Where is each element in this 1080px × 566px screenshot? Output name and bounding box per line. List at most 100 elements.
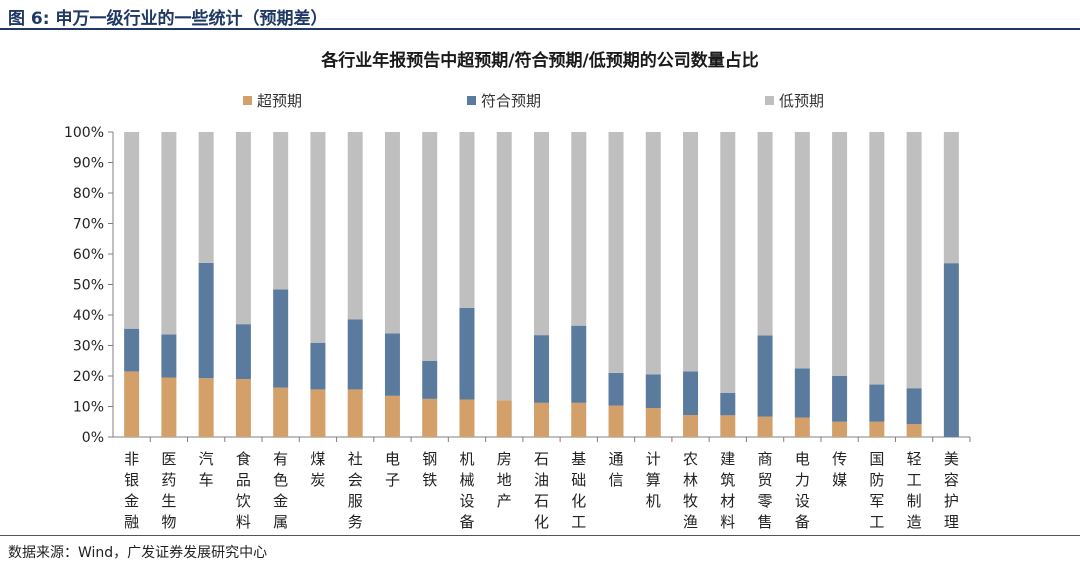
bar-segment — [720, 392, 736, 416]
x-category-label: 煤炭 — [310, 450, 325, 489]
bar-segment — [534, 335, 549, 403]
x-category-label: 钢铁 — [422, 450, 437, 489]
bar-segment — [683, 415, 699, 437]
bar-segment — [459, 132, 475, 308]
bar-segment — [534, 132, 549, 336]
bar-segment — [608, 132, 624, 373]
bar-segment — [645, 132, 661, 375]
bar-segment — [422, 360, 438, 399]
legend-label: 超预期 — [257, 92, 302, 110]
y-tick-label: 70% — [73, 217, 104, 233]
bar-segment — [161, 132, 177, 335]
bar-segment — [496, 132, 512, 401]
y-tick-label: 100% — [64, 125, 104, 141]
x-category-label: 商贸零售 — [758, 450, 773, 531]
bar-segment — [347, 389, 363, 437]
bar-segment — [794, 417, 810, 437]
y-tick-label: 10% — [73, 400, 104, 416]
bar-segment — [422, 132, 438, 361]
bar-segment — [720, 415, 736, 437]
x-category-label: 计算机 — [646, 450, 661, 510]
y-tick-label: 0% — [82, 430, 104, 446]
legend-label: 符合预期 — [481, 92, 541, 110]
y-tick-label: 60% — [73, 247, 104, 263]
bar-segment — [347, 319, 363, 390]
x-category-label: 电力设备 — [795, 450, 810, 531]
y-tick-label: 90% — [73, 156, 104, 172]
bars — [124, 132, 959, 438]
source-note: 数据来源：Wind，广发证券发展研究中心 — [8, 545, 268, 561]
bar-segment — [869, 384, 885, 422]
bar-segment — [310, 132, 326, 343]
x-category-label: 美容护理 — [944, 450, 959, 531]
bar-segment — [273, 387, 289, 437]
x-category-label: 汽车 — [199, 450, 214, 489]
figure-caption: 图 6: 申万一级行业的一些统计（预期差） — [8, 9, 328, 29]
bar-segment — [832, 376, 848, 422]
x-category-label: 医药生物 — [161, 450, 176, 531]
bar-segment — [906, 132, 922, 389]
bar-segment — [384, 333, 400, 396]
bar-segment — [757, 335, 773, 417]
bar-segment — [869, 132, 885, 385]
bar-segment — [161, 377, 177, 437]
bar-segment — [869, 421, 885, 437]
chart-title: 各行业年报预告中超预期/符合预期/低预期的公司数量占比 — [320, 50, 758, 71]
bar-segment — [273, 132, 289, 290]
y-tick-label: 40% — [73, 308, 104, 324]
bar-segment — [794, 368, 810, 418]
bar-segment — [124, 132, 140, 329]
x-category-label: 农林牧渔 — [683, 450, 698, 531]
bottom-rule — [0, 535, 1080, 536]
legend-swatch — [243, 96, 252, 105]
bar-segment — [273, 289, 289, 388]
bar-segment — [198, 132, 214, 263]
x-category-label: 轻工制造 — [907, 450, 922, 531]
bar-segment — [347, 132, 363, 320]
x-category-label: 机械设备 — [459, 450, 474, 531]
top-rule — [0, 28, 1080, 30]
x-category-label: 通信 — [609, 450, 624, 489]
bar-segment — [384, 132, 400, 334]
bar-segment — [459, 307, 475, 400]
legend-swatch — [765, 96, 774, 105]
x-category-label: 食品饮料 — [236, 450, 251, 531]
bar-segment — [608, 405, 624, 437]
bar-segment — [794, 132, 810, 369]
bar-segment — [571, 325, 587, 403]
legend: 超预期 符合预期 低预期 — [243, 92, 824, 110]
bar-segment — [235, 379, 251, 437]
bar-segment — [720, 132, 736, 393]
x-category-label: 电子 — [385, 450, 400, 489]
bar-segment — [683, 371, 699, 416]
x-category-label: 非银金融 — [124, 450, 139, 531]
bar-segment — [459, 399, 475, 437]
x-category-label: 基础化工 — [571, 450, 586, 531]
bar-segment — [310, 342, 326, 390]
axes: 0% 10% 20% 30% 40% 50% 60% 70% 80% 90% 100% — [64, 125, 971, 446]
bar-segment — [310, 389, 326, 437]
bar-segment — [124, 371, 140, 437]
bar-segment — [198, 378, 214, 437]
x-category-label: 有色金属 — [273, 450, 288, 531]
x-category-label: 建筑材料 — [720, 450, 735, 531]
bar-segment — [124, 328, 140, 372]
bar-segment — [235, 324, 251, 380]
y-tick-label: 80% — [73, 186, 104, 202]
bar-segment — [832, 421, 848, 437]
bar-segment — [906, 424, 922, 437]
bar-segment — [943, 132, 959, 264]
bar-segment — [757, 132, 773, 336]
bar-segment — [757, 416, 773, 437]
bar-segment — [422, 398, 438, 438]
x-category-label: 国防军工 — [869, 450, 884, 531]
x-category-label: 社会服务 — [348, 450, 363, 531]
bar-segment — [534, 402, 549, 437]
bar-segment — [496, 400, 512, 437]
x-category-label: 石油石化 — [534, 450, 549, 531]
x-category-label: 房地产 — [497, 450, 512, 510]
bar-segment — [161, 334, 177, 378]
bar-segment — [645, 374, 661, 409]
